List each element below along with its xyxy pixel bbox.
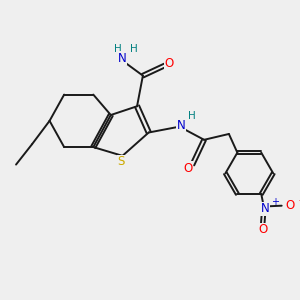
Text: +: + xyxy=(271,197,279,207)
Text: O: O xyxy=(285,199,294,212)
Text: H: H xyxy=(114,44,122,53)
Text: S: S xyxy=(117,155,125,168)
Text: H: H xyxy=(188,111,195,121)
Text: O: O xyxy=(258,223,267,236)
Text: O: O xyxy=(164,57,174,70)
Text: N: N xyxy=(260,202,269,215)
Text: N: N xyxy=(118,52,127,64)
Text: -: - xyxy=(298,195,300,205)
Text: N: N xyxy=(176,119,185,132)
Text: H: H xyxy=(130,44,138,53)
Text: O: O xyxy=(183,162,193,175)
